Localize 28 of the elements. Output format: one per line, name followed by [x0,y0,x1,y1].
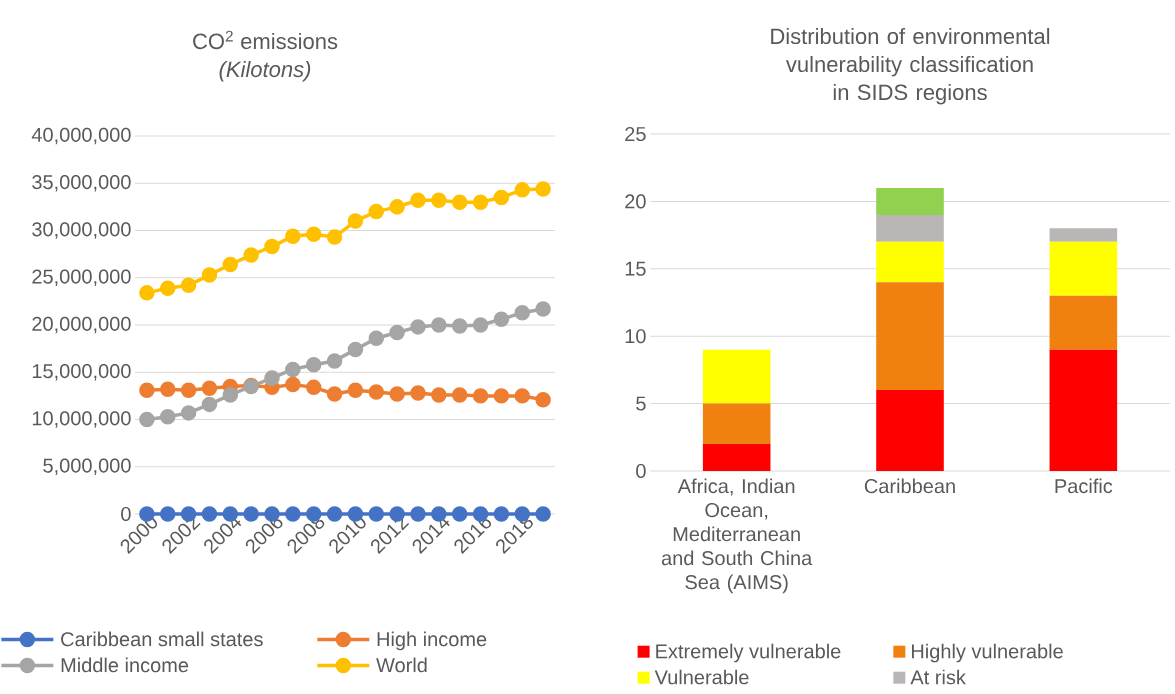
y-tick-label: 30,000,000 [32,222,131,239]
legend-label: Caribbean small states [61,631,263,647]
legend-label: At risk [910,669,966,685]
y-tick-label: 15,000,000 [32,364,131,381]
y-tick-label: 10,000,000 [32,411,131,428]
y-tick-label: 20 [625,194,646,209]
x-tick-label: Pacific [1055,478,1113,494]
legend-label: World [376,657,427,673]
x-tick-label: Africa, Indian Ocean, Mediterranean and South China Sea (AIMS) [661,478,813,594]
chart-title: Distribution of environmental vulnerability classification in SIDS regions [771,27,1050,105]
x-tick-label: Caribbean [864,478,955,494]
y-tick-label: 0 [636,463,646,479]
y-tick-label: 40,000,000 [31,127,131,145]
legend-label: Vulnerable [654,669,749,685]
y-tick-label: 5 [636,396,646,411]
y-tick-label: 25 [625,126,646,142]
chart-title: CO$^{2}$ emissions [193,30,338,50]
y-tick-label: 10 [625,329,646,344]
legend-label: High income [377,631,487,651]
y-tick-label: 25,000,000 [32,269,131,287]
chart-subtitle: (Kilotons) [219,60,311,82]
y-tick-label: 5,000,000 [43,458,131,476]
y-tick-label: 20,000,000 [32,316,131,334]
y-tick-label: 35,000,000 [32,175,131,192]
y-tick-label: 15 [625,261,646,276]
legend-label: Highly vulnerable [912,643,1063,663]
legend-label: Extremely vulnerable [656,643,841,663]
legend-label: Middle income [61,657,189,673]
